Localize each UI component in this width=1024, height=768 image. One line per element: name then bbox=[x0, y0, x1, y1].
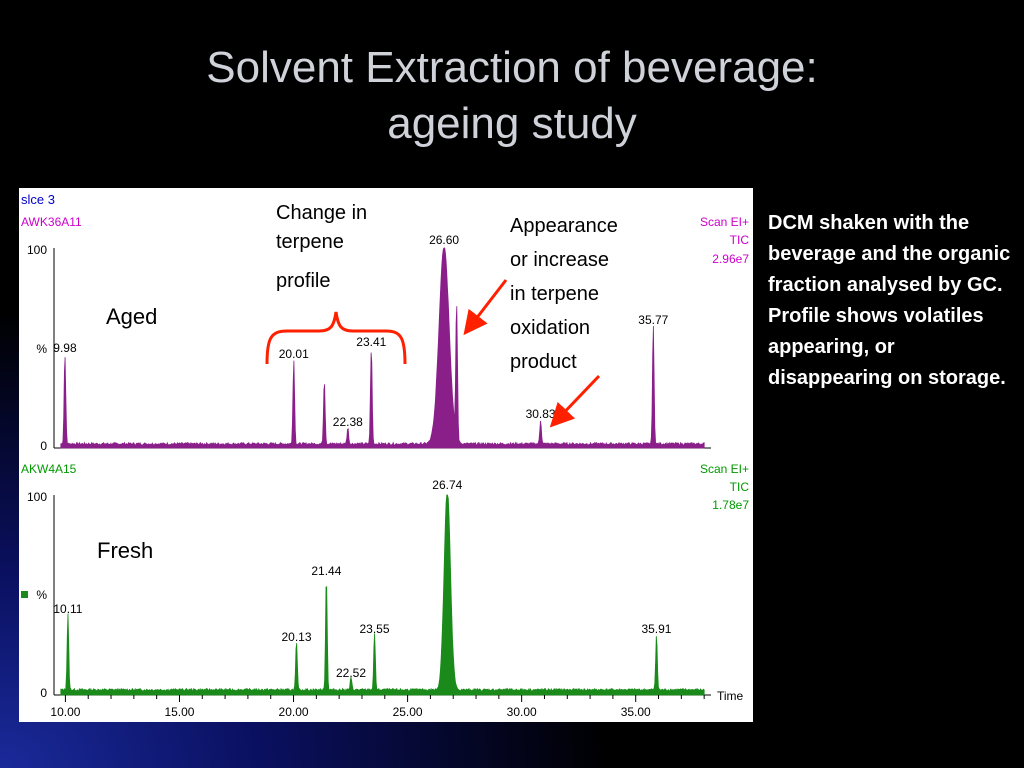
aged-peak-label-7: 30.83 bbox=[526, 407, 556, 421]
fresh-sample-id: AKW4A15 bbox=[21, 462, 77, 476]
fresh-peak-label-5: 26.74 bbox=[432, 478, 462, 492]
aged-ytick-100: 100 bbox=[27, 243, 47, 257]
x-tick-label-1: 15.00 bbox=[164, 705, 194, 719]
time-axis-label: Time bbox=[717, 689, 744, 703]
fresh-legend-swatch bbox=[21, 591, 28, 598]
aged-peak-label-3: 22.38 bbox=[333, 415, 363, 429]
title-line-2: ageing study bbox=[387, 99, 637, 148]
annotation-terpene-line1: Change in bbox=[276, 202, 367, 224]
aged-peak-label-0: 9.98 bbox=[53, 341, 77, 355]
x-tick-label-4: 30.00 bbox=[507, 705, 537, 719]
slice-header: slce 3 bbox=[21, 192, 55, 207]
fresh-peak-label-3: 22.52 bbox=[336, 666, 366, 680]
x-tick-label-0: 10.00 bbox=[50, 705, 80, 719]
chromatogram-svg: slce 3 AWK36A11 Scan EI+ TIC 2.96e7 AKW4… bbox=[21, 192, 750, 719]
arrow-to-30-83 bbox=[549, 374, 601, 428]
fresh-peak-label-2: 21.44 bbox=[311, 564, 341, 578]
aged-peak-label-1: 20.01 bbox=[279, 347, 309, 361]
aged-peak-label-4: 23.41 bbox=[356, 335, 386, 349]
aged-ytick-0: 0 bbox=[40, 439, 47, 453]
aged-sample-id: AWK36A11 bbox=[21, 215, 82, 229]
fresh-peak-label-6: 35.91 bbox=[641, 622, 671, 636]
aged-scan-mode: Scan EI+ bbox=[700, 215, 749, 229]
aged-chromatogram bbox=[60, 247, 705, 449]
terpene-brace bbox=[265, 311, 407, 365]
aged-peak-label-8: 35.77 bbox=[638, 313, 668, 327]
annotation-oxidation-line4: oxidation bbox=[510, 317, 590, 339]
fresh-scan-tic: TIC bbox=[730, 480, 750, 494]
annotation-oxidation-line5: product bbox=[510, 351, 577, 373]
aged-label: Aged bbox=[106, 304, 157, 329]
fresh-peak-label-0: 10.11 bbox=[53, 602, 82, 616]
x-tick-label-3: 25.00 bbox=[393, 705, 423, 719]
fresh-label: Fresh bbox=[97, 538, 153, 563]
aged-trace-area bbox=[60, 247, 705, 449]
chromatogram-panel: slce 3 AWK36A11 Scan EI+ TIC 2.96e7 AKW4… bbox=[19, 188, 753, 722]
slide-title: Solvent Extraction of beverage: ageing s… bbox=[0, 40, 1024, 152]
fresh-scan-mode: Scan EI+ bbox=[700, 462, 749, 476]
fresh-scan-intensity: 1.78e7 bbox=[712, 498, 749, 512]
x-tick-label-2: 20.00 bbox=[279, 705, 309, 719]
aged-scan-intensity: 2.96e7 bbox=[712, 252, 749, 266]
fresh-ytick-0: 0 bbox=[40, 686, 47, 700]
annotation-oxidation-line3: in terpene bbox=[510, 283, 599, 305]
annotation-terpene-line3: profile bbox=[276, 270, 330, 292]
annotation-oxidation-line2: or increase bbox=[510, 249, 609, 271]
aged-ytick-percent: % bbox=[36, 342, 47, 356]
fresh-ytick-percent: % bbox=[36, 588, 47, 602]
fresh-peak-label-4: 23.55 bbox=[360, 622, 390, 636]
fresh-chromatogram bbox=[60, 494, 705, 696]
fresh-peak-labels: 10.11 20.13 21.44 22.52 23.55 26.74 35.91 bbox=[53, 478, 671, 680]
x-tick-label-5: 35.00 bbox=[621, 705, 651, 719]
aged-peak-labels: 9.98 20.01 22.38 23.41 26.60 30.83 35.77 bbox=[53, 233, 668, 429]
fresh-peak-label-1: 20.13 bbox=[281, 630, 311, 644]
x-axis-ticks: 10.00 15.00 20.00 25.00 30.00 35.00 bbox=[50, 695, 705, 719]
fresh-trace-area bbox=[60, 494, 705, 696]
aged-scan-tic: TIC bbox=[730, 233, 750, 247]
description-text: DCM shaken with the beverage and the org… bbox=[768, 212, 1011, 389]
aged-peak-label-5: 26.60 bbox=[429, 233, 459, 247]
annotation-terpene-line2: terpene bbox=[276, 231, 344, 253]
annotation-oxidation-line1: Appearance bbox=[510, 215, 618, 237]
title-line-1: Solvent Extraction of beverage: bbox=[206, 43, 818, 92]
fresh-ytick-100: 100 bbox=[27, 490, 47, 504]
arrow-to-27-15 bbox=[463, 279, 508, 336]
